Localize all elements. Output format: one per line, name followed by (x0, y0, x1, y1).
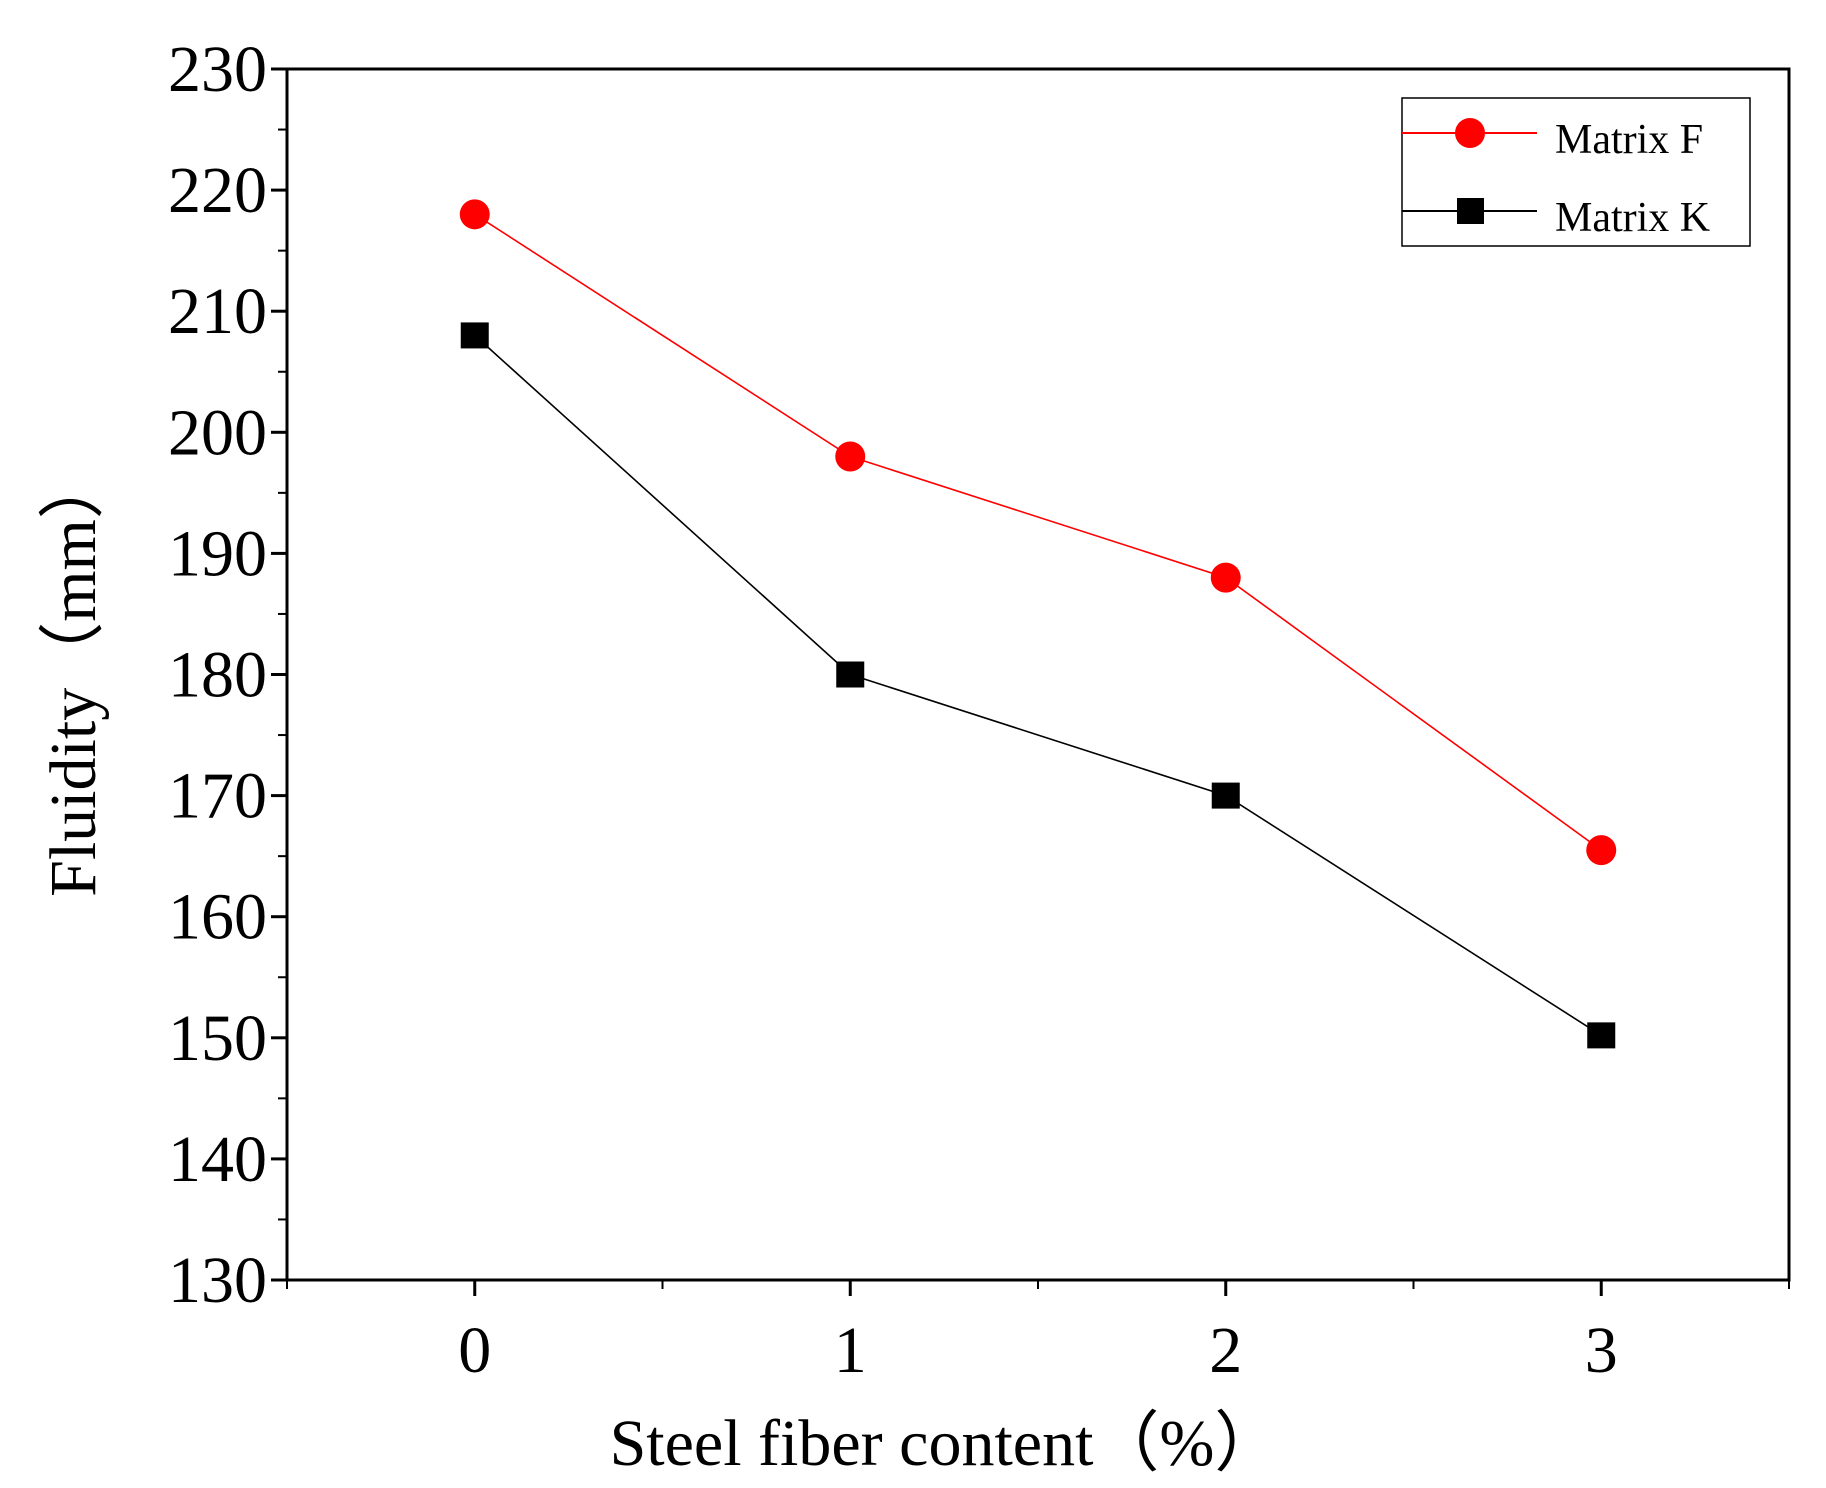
series-line-matrix-k (474, 334, 1602, 1037)
series-line-matrix-f (474, 213, 1602, 851)
y-tick-label: 190 (168, 517, 267, 590)
major-ticks (271, 67, 1603, 1296)
y-tick-label: 140 (168, 1123, 267, 1196)
data-point-matrix-k (836, 661, 865, 688)
series-layer (459, 199, 1617, 1049)
plot-frame (285, 67, 1791, 1282)
y-tick-label: 170 (168, 760, 267, 833)
x-tick-label: 0 (458, 1314, 491, 1387)
y-tick-label: 220 (168, 154, 267, 227)
tick-labels: 130 140 150 160 170 180 190 200 210 220 230 0 1 2 3 (168, 33, 1618, 1387)
y-tick-label: 180 (168, 639, 267, 712)
y-tick-label: 230 (168, 33, 267, 106)
legend-label-matrix-f: Matrix F (1555, 117, 1703, 163)
minor-ticks (278, 128, 1790, 1289)
legend-label-matrix-k: Matrix K (1555, 195, 1710, 241)
data-point-matrix-k (1587, 1022, 1616, 1049)
y-tick-label: 130 (168, 1244, 267, 1317)
data-point-matrix-k (460, 322, 489, 349)
y-tick-label: 160 (168, 881, 267, 954)
x-axis-title: Steel fiber content（%） (610, 1407, 1281, 1480)
legend-marker-matrix-k (1457, 198, 1484, 224)
x-tick-label: 2 (1209, 1314, 1242, 1387)
data-point-matrix-f (835, 441, 866, 472)
x-tick-label: 3 (1585, 1314, 1618, 1387)
data-point-matrix-f (1586, 835, 1617, 866)
y-tick-label: 210 (168, 275, 267, 348)
y-tick-label: 150 (168, 1002, 267, 1075)
y-axis-title: Fluidity（mm） (37, 453, 110, 897)
y-tick-label: 200 (168, 396, 267, 469)
legend-marker-matrix-f (1455, 118, 1485, 148)
x-tick-label: 1 (834, 1314, 867, 1387)
legend: Matrix F Matrix K (1401, 97, 1751, 247)
data-point-matrix-k (1211, 782, 1240, 809)
data-point-matrix-f (1210, 562, 1241, 593)
data-point-matrix-f (459, 199, 490, 230)
